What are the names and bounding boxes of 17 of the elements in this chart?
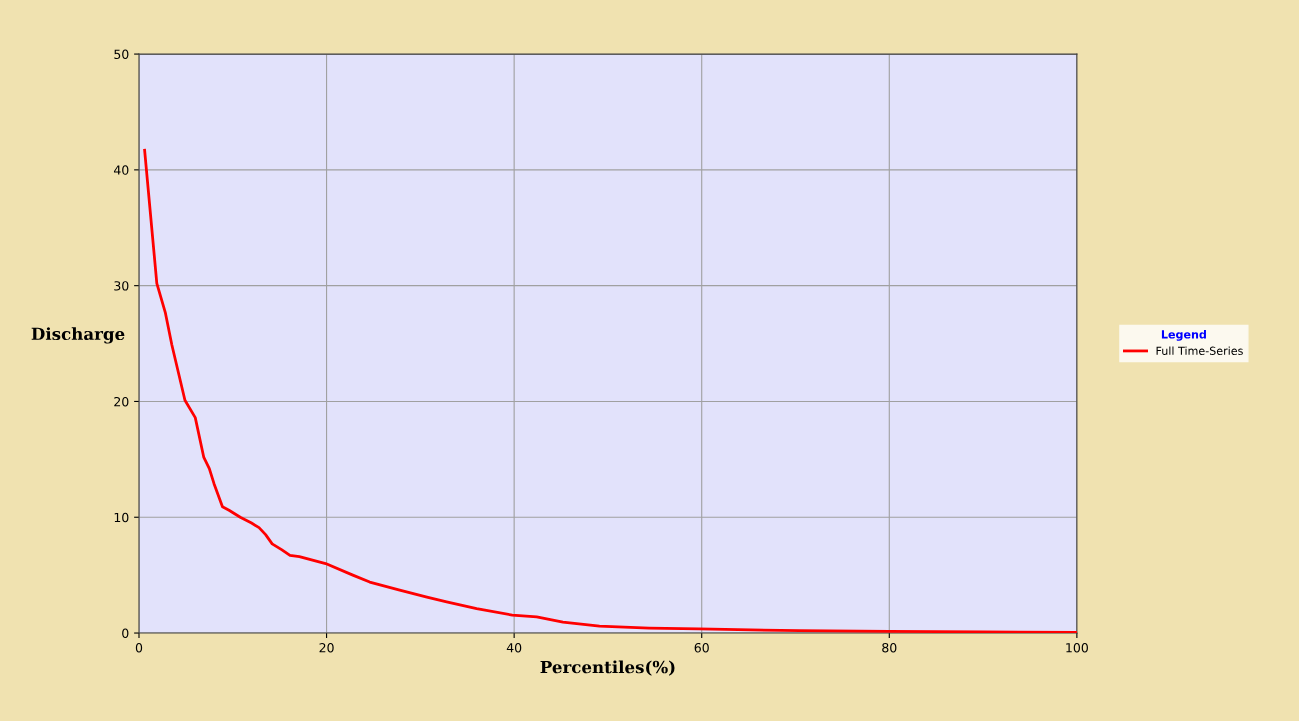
x-tick-label: 100 [1066,642,1088,653]
y-tick-label: 10 [114,512,129,523]
y-tick-label: 40 [113,165,129,175]
x-tick-label: 40 [506,642,522,653]
y-tick-label: 50 [114,49,129,59]
x-tick-label: 80 [882,642,897,653]
y-tick-label: 0 [122,628,129,638]
line-series [143,148,1077,634]
y-tick-label: 30 [114,281,129,291]
y-tick-label: 20 [114,396,129,407]
x-tick-label: 20 [319,642,334,653]
legend-title: Legend [1161,329,1206,341]
legend-label: Full Time-Series [1156,346,1243,355]
x-tick-label: 0 [135,642,143,653]
y-axis-title: Discharge [31,327,125,344]
x-axis-title: Percentiles(%) [540,660,675,676]
x-tick-label: 60 [694,642,709,653]
